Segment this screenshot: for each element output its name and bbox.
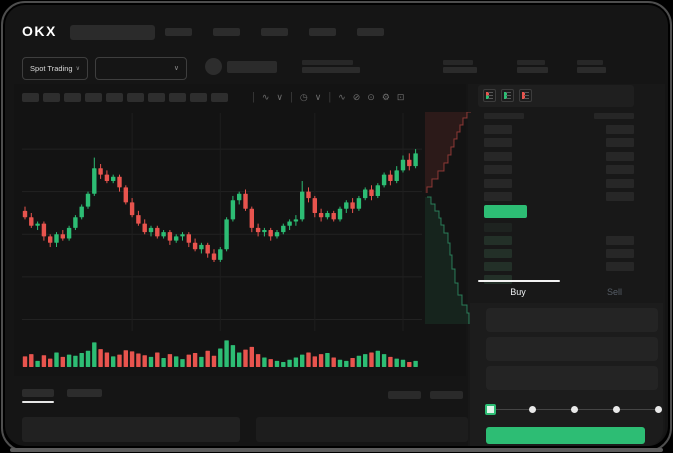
chevron-down-icon: ∨: [173, 65, 179, 72]
open-orders-panel: [22, 417, 240, 442]
bid-row[interactable]: [484, 249, 634, 258]
nav-item[interactable]: [309, 28, 336, 36]
chevron-down-icon: ∨: [75, 66, 80, 72]
slider-stop[interactable]: [570, 406, 578, 413]
pair-dropdown[interactable]: ∨: [95, 57, 187, 80]
bottom-action-placeholder[interactable]: [388, 391, 421, 399]
toolbar-divider: |: [328, 90, 332, 103]
compare-icon[interactable]: ⊘: [352, 91, 361, 102]
timeframe-button[interactable]: [169, 93, 186, 102]
chevron-down-icon[interactable]: ∨: [276, 91, 283, 102]
ask-row[interactable]: [484, 165, 634, 175]
last-price-highlight: [484, 205, 527, 218]
history-tab[interactable]: [67, 389, 102, 397]
orderbook-toolbar: [478, 85, 634, 107]
chart-section-background: [14, 84, 466, 376]
tab-sell[interactable]: Sell: [606, 286, 622, 297]
nav-item[interactable]: [165, 28, 192, 36]
indicators-icon[interactable]: ∿: [338, 91, 346, 102]
bid-row[interactable]: [484, 236, 634, 245]
bottom-action-placeholder[interactable]: [430, 391, 463, 399]
ticker-stat: [577, 60, 606, 76]
interval-clock-icon[interactable]: ◷: [299, 91, 308, 102]
orderbook-view-combined-icon[interactable]: [483, 89, 496, 102]
timeframe-button[interactable]: [190, 93, 207, 102]
slider-stop[interactable]: [612, 406, 620, 413]
snapshot-icon[interactable]: ⊙: [367, 91, 375, 102]
orderbook-view-bids-icon[interactable]: [501, 89, 514, 102]
amount-field[interactable]: [486, 337, 658, 361]
bottom-active-tab-indicator: [22, 401, 54, 403]
buy-submit-button[interactable]: [486, 427, 645, 444]
timeframe-button[interactable]: [43, 93, 60, 102]
ticker-stat: [443, 60, 477, 76]
nav-item[interactable]: [213, 28, 240, 36]
timeframe-button[interactable]: [22, 93, 39, 102]
market-type-dropdown[interactable]: Spot Trading ∨: [22, 57, 88, 80]
total-field[interactable]: [486, 366, 658, 390]
chevron-down-icon[interactable]: ∨: [314, 91, 322, 102]
toolbar-divider: |: [252, 90, 255, 103]
tab-buy[interactable]: Buy: [510, 286, 526, 297]
timeframe-button[interactable]: [211, 93, 228, 102]
depth-chart: [425, 112, 471, 324]
ask-row[interactable]: [484, 125, 634, 134]
fullscreen-icon[interactable]: ⊡: [396, 91, 405, 102]
bids-list: [484, 223, 634, 288]
toolbar-divider: |: [290, 90, 293, 103]
ask-row[interactable]: [484, 138, 634, 148]
trade-tabs: Buy Sell: [470, 280, 663, 303]
timeframe-button[interactable]: [148, 93, 165, 102]
settings-icon[interactable]: ⚙: [381, 91, 390, 102]
ask-row[interactable]: [484, 191, 634, 201]
market-type-label: Spot Trading: [30, 64, 73, 73]
nav-menu: [165, 28, 384, 37]
active-tab-indicator: [478, 280, 560, 282]
asks-list: [484, 125, 634, 205]
candlestick-chart: [22, 113, 422, 331]
order-details-panel: [256, 417, 468, 442]
pair-name-placeholder: [227, 61, 277, 73]
search-input[interactable]: [70, 25, 155, 40]
chart-tools: | ∿ ∨ | ◷ ∨ | ∿ ⊘ ⊙ ⚙ ⊡: [252, 89, 404, 105]
timeframe-button[interactable]: [127, 93, 144, 102]
coin-avatar: [205, 58, 222, 75]
slider-stop[interactable]: [528, 406, 536, 413]
bid-row[interactable]: [484, 223, 634, 232]
ticker-stat: [302, 60, 360, 76]
orders-tab[interactable]: [22, 389, 54, 397]
orderbook-view-asks-icon[interactable]: [519, 89, 532, 102]
ask-row[interactable]: [484, 151, 634, 161]
ticker-stat: [517, 60, 548, 76]
bid-row[interactable]: [484, 275, 634, 284]
timeframe-button[interactable]: [85, 93, 102, 102]
amount-slider: [484, 400, 662, 418]
orderbook-column-headers: [484, 113, 634, 119]
timeframe-button[interactable]: [64, 93, 81, 102]
nav-item[interactable]: [261, 28, 288, 36]
nav-item[interactable]: [357, 28, 384, 36]
slider-handle[interactable]: [484, 404, 496, 415]
device-bezel: [10, 448, 663, 452]
timeframe-button[interactable]: [106, 93, 123, 102]
timeframe-buttons: [22, 93, 228, 102]
volume-chart: [22, 340, 418, 367]
okx-logo: OKX: [22, 23, 57, 39]
price-field[interactable]: [486, 308, 658, 332]
bid-row[interactable]: [484, 262, 634, 271]
candle-style-icon[interactable]: ∿: [261, 91, 270, 102]
slider-stop[interactable]: [654, 406, 662, 413]
ask-row[interactable]: [484, 178, 634, 188]
